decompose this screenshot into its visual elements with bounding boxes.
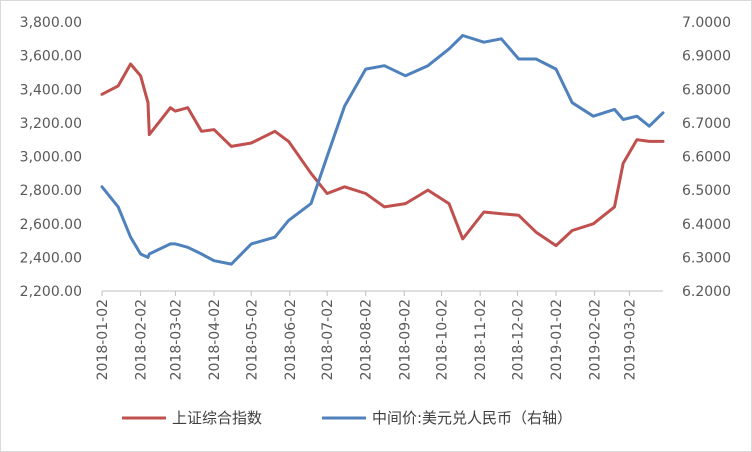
y-left-tick-label: 2,200.00 xyxy=(20,284,82,300)
x-tick-label: 2018-02-02 xyxy=(134,299,150,380)
x-axis: 2018-01-02 2018-02-02 2018-03-02 2018-04-02… xyxy=(95,290,663,380)
x-tick-label: 2018-10-02 xyxy=(435,299,451,380)
x-tick-label: 2018-05-02 xyxy=(244,299,260,380)
y-right-tick-label: 6.4000 xyxy=(682,217,731,233)
x-tick-label: 2019-03-02 xyxy=(622,299,638,380)
x-tick-label: 2018-04-02 xyxy=(207,299,223,380)
x-tick-label: 2018-07-02 xyxy=(320,299,336,380)
series-line-2 xyxy=(100,34,665,266)
y-left-axis: 2,200.00 2,400.00 2,600.00 2,800.00 3,000.00… xyxy=(20,15,82,300)
x-tick-label: 2018-08-02 xyxy=(359,299,375,380)
x-tick-label: 2018-03-02 xyxy=(168,299,184,380)
y-right-tick-label: 6.3000 xyxy=(682,250,731,266)
x-tick-label: 2019-02-02 xyxy=(588,299,604,380)
plot-area xyxy=(100,34,665,266)
y-left-tick-label: 3,200.00 xyxy=(20,116,82,132)
y-right-tick-label: 6.7000 xyxy=(682,116,731,132)
y-right-tick-label: 7.0000 xyxy=(682,15,731,31)
y-left-tick-label: 2,400.00 xyxy=(20,250,82,266)
legend-label-2: 中间价:美元兑人民币（右轴） xyxy=(372,409,572,427)
y-left-tick-label: 3,000.00 xyxy=(20,150,82,166)
y-right-tick-label: 6.9000 xyxy=(682,49,731,65)
x-tick-label: 2018-06-02 xyxy=(283,299,299,380)
x-tick-label: 2019-01-02 xyxy=(549,299,565,380)
y-left-tick-label: 3,800.00 xyxy=(20,15,82,31)
y-right-axis: 6.2000 6.3000 6.4000 6.5000 6.6000 6.7000 6.80… xyxy=(682,15,731,300)
y-right-tick-label: 6.6000 xyxy=(682,150,731,166)
x-tick-label: 2018-09-02 xyxy=(397,299,413,380)
x-tick-label: 2018-12-02 xyxy=(510,299,526,380)
y-right-tick-label: 6.5000 xyxy=(682,183,731,199)
x-tick-label: 2018-01-02 xyxy=(95,299,111,380)
x-tick-label: 2018-11-02 xyxy=(473,299,489,380)
y-left-tick-label: 3,600.00 xyxy=(20,49,82,65)
y-left-tick-label: 2,800.00 xyxy=(20,183,82,199)
y-right-tick-label: 6.8000 xyxy=(682,82,731,98)
y-left-tick-label: 3,400.00 xyxy=(20,82,82,98)
legend-label-1: 上证综合指数 xyxy=(172,409,262,427)
y-right-tick-label: 6.2000 xyxy=(682,284,731,300)
series-line-1 xyxy=(100,62,665,248)
y-left-tick-label: 2,600.00 xyxy=(20,217,82,233)
legend: 上证综合指数 中间价:美元兑人民币（右轴） xyxy=(122,409,572,427)
